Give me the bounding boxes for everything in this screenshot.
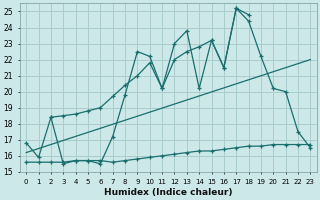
X-axis label: Humidex (Indice chaleur): Humidex (Indice chaleur) [104,188,233,197]
